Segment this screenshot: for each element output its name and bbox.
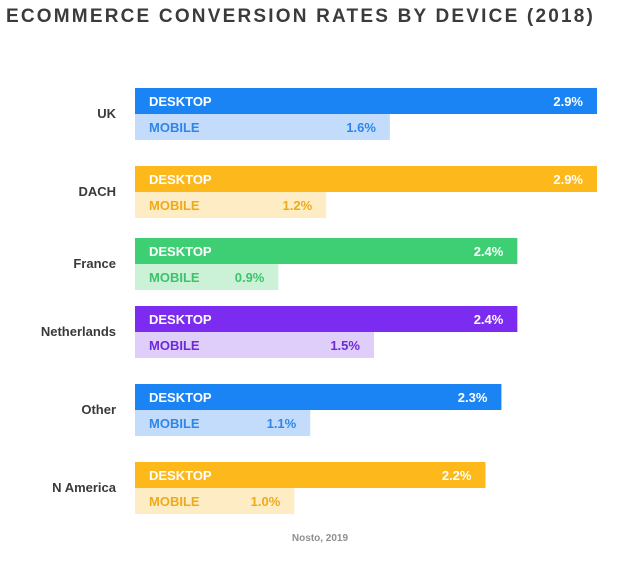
mobile-series-label-france: MOBILE [149,270,200,285]
mobile-bar-france [135,264,279,290]
mobile-series-label-uk: MOBILE [149,120,200,135]
desktop-bar-france [135,238,518,264]
category-label-netherlands: Netherlands [41,324,116,339]
desktop-bar-other [135,384,502,410]
mobile-series-label-n-america: MOBILE [149,494,200,509]
desktop-series-label-n-america: DESKTOP [149,468,212,483]
mobile-value-label-france: 0.9% [235,270,265,285]
category-label-france: France [73,256,116,271]
category-label-other: Other [81,402,116,417]
mobile-bar-dach [135,192,327,218]
mobile-bar-uk [135,114,390,140]
category-label-uk: UK [97,106,116,121]
mobile-value-label-dach: 1.2% [283,198,313,213]
desktop-series-label-dach: DESKTOP [149,172,212,187]
chart-source: Nosto, 2019 [291,533,349,544]
desktop-value-label-n-america: 2.2% [442,468,472,483]
desktop-bar-uk [135,88,597,114]
mobile-value-label-netherlands: 1.5% [330,338,360,353]
category-label-dach: DACH [78,184,116,199]
chart-title: ECOMMERCE CONVERSION RATES BY DEVICE (20… [6,6,596,27]
mobile-series-label-other: MOBILE [149,416,200,431]
desktop-value-label-france: 2.4% [474,244,504,259]
category-label-n-america: N America [52,480,117,495]
desktop-bar-netherlands [135,306,518,332]
mobile-value-label-n-america: 1.0% [251,494,281,509]
desktop-bar-dach [135,166,597,192]
desktop-series-label-netherlands: DESKTOP [149,312,212,327]
desktop-value-label-other: 2.3% [458,390,488,405]
desktop-series-label-uk: DESKTOP [149,94,212,109]
desktop-series-label-france: DESKTOP [149,244,212,259]
mobile-series-label-dach: MOBILE [149,198,200,213]
desktop-series-label-other: DESKTOP [149,390,212,405]
mobile-value-label-uk: 1.6% [346,120,376,135]
mobile-bar-other [135,410,311,436]
mobile-value-label-other: 1.1% [267,416,297,431]
mobile-bar-netherlands [135,332,374,358]
desktop-value-label-netherlands: 2.4% [474,312,504,327]
desktop-value-label-dach: 2.9% [553,172,583,187]
mobile-series-label-netherlands: MOBILE [149,338,200,353]
mobile-bar-n-america [135,488,295,514]
desktop-bar-n-america [135,462,486,488]
desktop-value-label-uk: 2.9% [553,94,583,109]
